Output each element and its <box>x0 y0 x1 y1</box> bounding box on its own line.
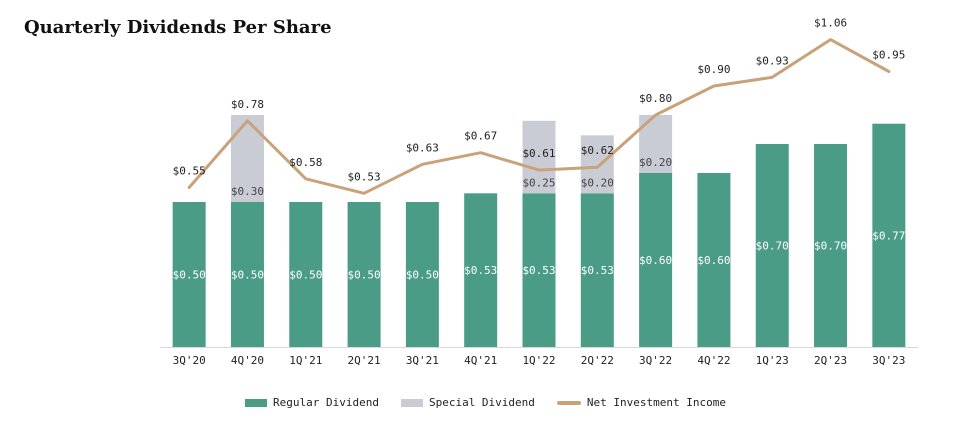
special-dividend-label: $0.20 <box>581 176 614 189</box>
regular-dividend-label: $0.50 <box>406 269 439 282</box>
regular-dividend-bar <box>230 202 264 347</box>
special-dividend-bar <box>522 120 556 194</box>
regular-dividend-bar <box>464 193 498 347</box>
special-dividend-label: $0.20 <box>639 156 672 169</box>
legend-label-special: Special Dividend <box>428 396 535 409</box>
x-tick-label: 4Q'22 <box>697 354 730 367</box>
net-investment-income-label: $0.78 <box>231 98 264 111</box>
regular-dividend-label: $0.50 <box>173 269 206 282</box>
legend-item-special: Special Dividend <box>400 396 535 409</box>
x-tick-label: 1Q'23 <box>756 354 789 367</box>
legend-item-nii: Net Investment Income <box>556 396 726 409</box>
special-dividend-bar <box>230 115 264 202</box>
x-tick-label: 2Q'21 <box>348 354 381 367</box>
net-investment-income-line <box>187 38 891 195</box>
net-investment-income-label: $0.80 <box>639 92 672 105</box>
x-tick-label: 2Q'22 <box>581 354 614 367</box>
net-investment-income-label: $0.63 <box>406 141 439 154</box>
special-dividend-label: $0.25 <box>522 176 555 189</box>
net-investment-income-label: $0.93 <box>756 54 789 67</box>
x-tick-label: 2Q'23 <box>814 354 847 367</box>
chart-title: Quarterly Dividends Per Share <box>24 17 332 38</box>
net-investment-income-label: $0.95 <box>872 49 905 62</box>
regular-dividend-label: $0.53 <box>522 264 555 277</box>
net-investment-income-label: $1.06 <box>814 17 847 30</box>
regular-dividend-label: $0.50 <box>348 269 381 282</box>
x-tick-label: 1Q'22 <box>522 354 555 367</box>
regular-dividend-bar <box>814 144 848 347</box>
regular-dividend-bar <box>639 173 673 347</box>
regular-dividend-bar <box>347 202 381 347</box>
net-investment-income-label: $0.90 <box>697 63 730 76</box>
regular-dividend-bar <box>755 144 789 347</box>
regular-dividend-label: $0.70 <box>814 240 847 253</box>
x-tick-label: 4Q'21 <box>464 354 497 367</box>
legend-item-regular: Regular Dividend <box>244 396 379 409</box>
x-tick-label: 3Q'20 <box>173 354 206 367</box>
x-tick-label: 3Q'23 <box>872 354 905 367</box>
net-investment-income-label: $0.53 <box>348 170 381 183</box>
regular-dividend-bar <box>522 193 556 347</box>
chart-legend: Regular Dividend Special Dividend Net In… <box>0 396 971 409</box>
regular-dividend-bar <box>580 193 614 347</box>
x-tick-label: 3Q'22 <box>639 354 672 367</box>
regular-dividend-bar <box>172 202 206 347</box>
regular-dividend-label: $0.60 <box>697 254 730 267</box>
x-tick-label: 1Q'21 <box>289 354 322 367</box>
regular-dividend-label: $0.77 <box>872 229 905 242</box>
regular-dividend-label: $0.70 <box>756 240 789 253</box>
special-dividend-label: $0.30 <box>231 185 264 198</box>
net-investment-income-label: $0.55 <box>173 165 206 178</box>
regular-dividend-label: $0.60 <box>639 254 672 267</box>
special-dividend-bar <box>580 135 614 194</box>
x-tick-label: 3Q'21 <box>406 354 439 367</box>
net-investment-income-label: $0.58 <box>289 156 322 169</box>
regular-dividend-label: $0.50 <box>289 269 322 282</box>
x-tick-label: 4Q'20 <box>231 354 264 367</box>
regular-dividend-bar <box>697 173 731 347</box>
legend-swatch-nii <box>556 400 581 405</box>
regular-dividend-bar <box>289 202 323 347</box>
regular-dividend-bar <box>405 202 439 347</box>
regular-dividend-label: $0.53 <box>581 264 614 277</box>
net-investment-income-label: $0.67 <box>464 130 497 143</box>
regular-dividend-bar <box>872 123 906 347</box>
legend-swatch-special <box>400 398 423 407</box>
legend-label-regular: Regular Dividend <box>272 396 379 409</box>
regular-dividend-label: $0.53 <box>464 264 497 277</box>
legend-label-nii: Net Investment Income <box>586 396 726 409</box>
regular-dividend-label: $0.50 <box>231 269 264 282</box>
net-investment-income-label: $0.62 <box>581 144 614 157</box>
legend-swatch-regular <box>244 398 267 407</box>
net-investment-income-label: $0.61 <box>522 147 555 160</box>
